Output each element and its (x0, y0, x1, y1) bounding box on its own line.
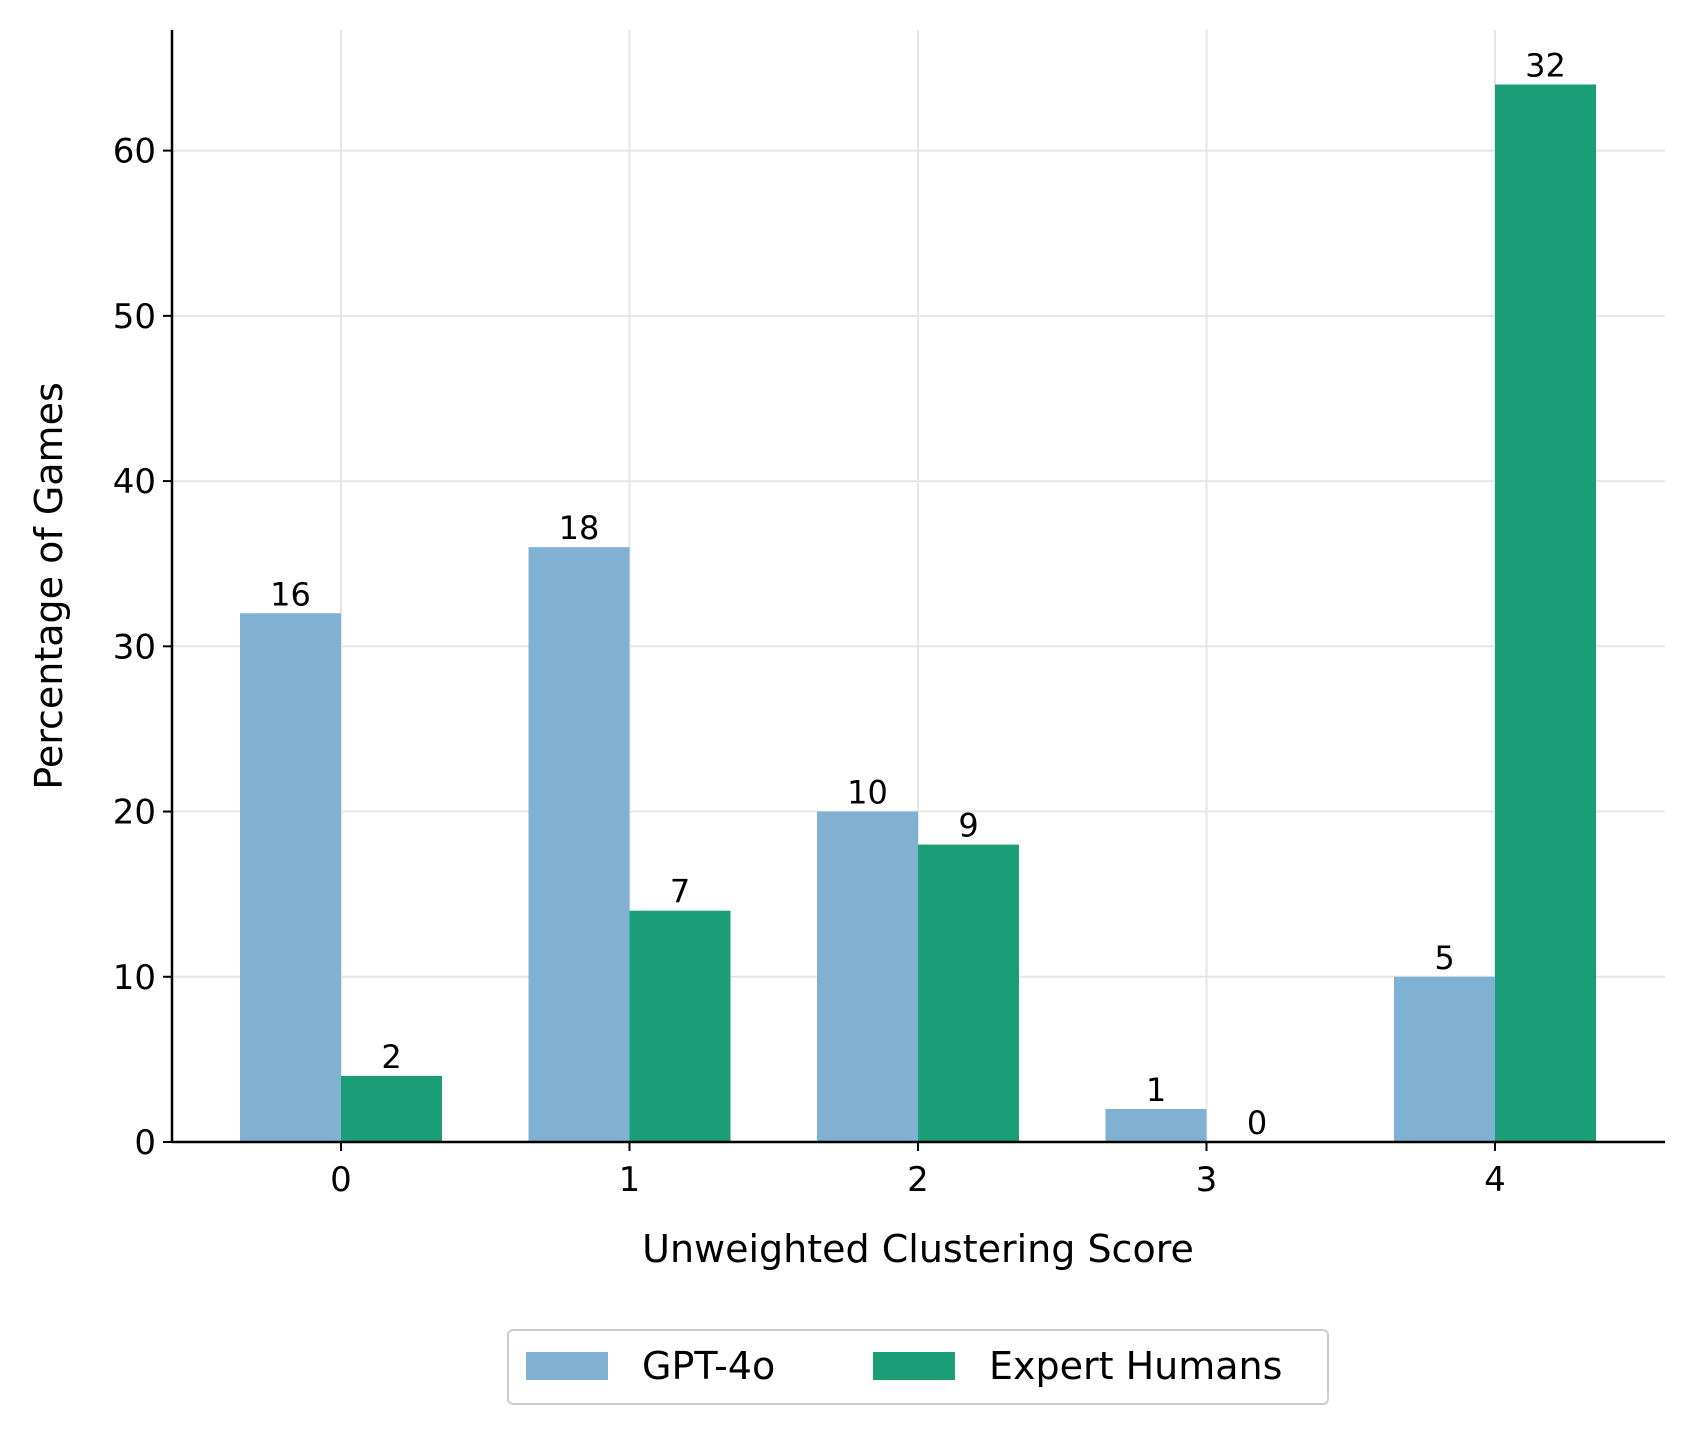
bar-value-label: 10 (847, 774, 888, 812)
bar (1495, 84, 1596, 1142)
y-tick-label: 50 (113, 297, 156, 337)
y-tick-label: 40 (113, 462, 156, 502)
legend-swatch (526, 1352, 608, 1380)
bar-value-label: 1 (1146, 1071, 1166, 1109)
bar (240, 613, 341, 1142)
bar (918, 844, 1019, 1142)
bar-value-label: 32 (1525, 47, 1566, 85)
bar (1105, 1108, 1207, 1142)
bar (629, 910, 731, 1142)
bar (528, 547, 630, 1142)
y-tick-label: 0 (134, 1123, 156, 1163)
legend-label: GPT-4o (642, 1344, 775, 1388)
y-axis-title: Percentage of Games (27, 382, 71, 789)
bar-value-label: 9 (958, 807, 978, 845)
legend-swatch (873, 1352, 955, 1380)
x-tick-label: 3 (1196, 1160, 1218, 1200)
bar (341, 1075, 442, 1142)
x-tick-label: 2 (907, 1160, 929, 1200)
bar-value-label: 7 (670, 873, 690, 911)
bar-value-label: 16 (270, 575, 311, 613)
bar-value-label: 18 (559, 509, 600, 547)
bar (1394, 976, 1495, 1142)
x-tick-label: 1 (619, 1160, 641, 1200)
bars (240, 84, 1596, 1142)
bar-value-label: 0 (1247, 1104, 1267, 1142)
y-tick-label: 10 (113, 958, 156, 998)
y-tick-label: 60 (113, 132, 156, 172)
legend: GPT-4o Expert Humans (507, 1329, 1329, 1405)
y-tick-label: 20 (113, 793, 156, 833)
x-axis-title: Unweighted Clustering Score (642, 1227, 1194, 1271)
legend-label: Expert Humans (989, 1344, 1282, 1388)
y-tick-label: 30 (113, 627, 156, 667)
data-labels: 16 18 10 1 5 2 7 9 0 32 (270, 47, 1566, 1142)
bar-value-label: 2 (381, 1038, 401, 1076)
x-tick-label: 0 (330, 1160, 352, 1200)
bar-value-label: 5 (1434, 939, 1454, 977)
x-tick-label: 4 (1484, 1160, 1506, 1200)
bar (817, 811, 918, 1142)
